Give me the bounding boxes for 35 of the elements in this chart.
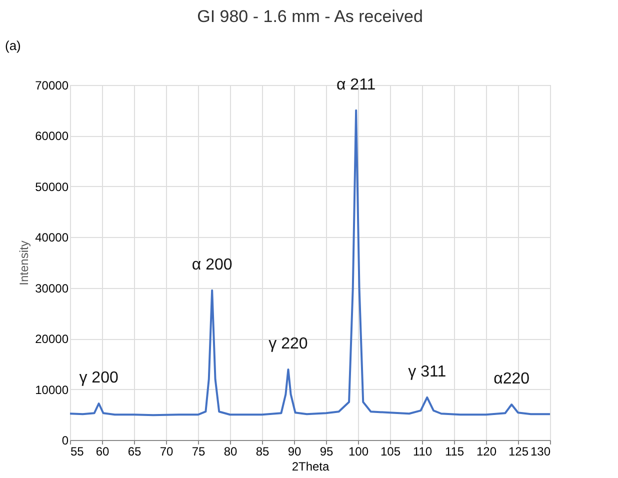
x-tick-label: 95 [320,444,334,458]
x-tick-label: 60 [96,444,110,458]
x-tick-label: 105 [380,444,401,458]
y-tick-label: 40000 [35,230,69,245]
x-tick-label: 120 [476,444,497,458]
x-tick-label: 125 [508,444,529,458]
y-tick-label: 50000 [35,180,69,194]
x-tick-label: 115 [444,444,464,458]
x-tick-label: 110 [412,444,432,458]
y-tick-label: 10000 [35,382,69,397]
text: (a) [5,38,21,53]
annotation: α220 [494,370,530,388]
annotation: α 200 [192,256,232,274]
x-tick-label: 80 [224,444,238,458]
x-tick-label: 85 [256,444,270,458]
annotation: γ 220 [268,336,308,353]
y-tick-label: 20000 [35,332,69,346]
line-series [69,109,551,416]
x-tick-label: 65 [128,444,142,458]
x-axis-title: 2Theta [292,460,330,474]
annotation: γ 311 [408,363,446,380]
x-tick-label: 70 [160,444,174,458]
x-tick-label: 100 [348,444,369,458]
x-tick-label: 130 [530,444,551,458]
y-tick-label: 70000 [35,78,69,92]
annotation: α 211 [336,76,376,94]
y-tick-label: 30000 [35,281,69,296]
x-tick-label: 75 [192,444,206,458]
chart-title: GI 980 - 1.6 mm - As received [197,7,423,26]
y-tick-label: 0 [62,434,69,448]
y-tick-label: 60000 [35,129,69,144]
x-tick-label: 90 [288,444,302,458]
x-tick-label: 55 [70,444,84,458]
y-axis-title: Intensity [17,240,32,286]
annotation: γ 200 [79,369,118,386]
